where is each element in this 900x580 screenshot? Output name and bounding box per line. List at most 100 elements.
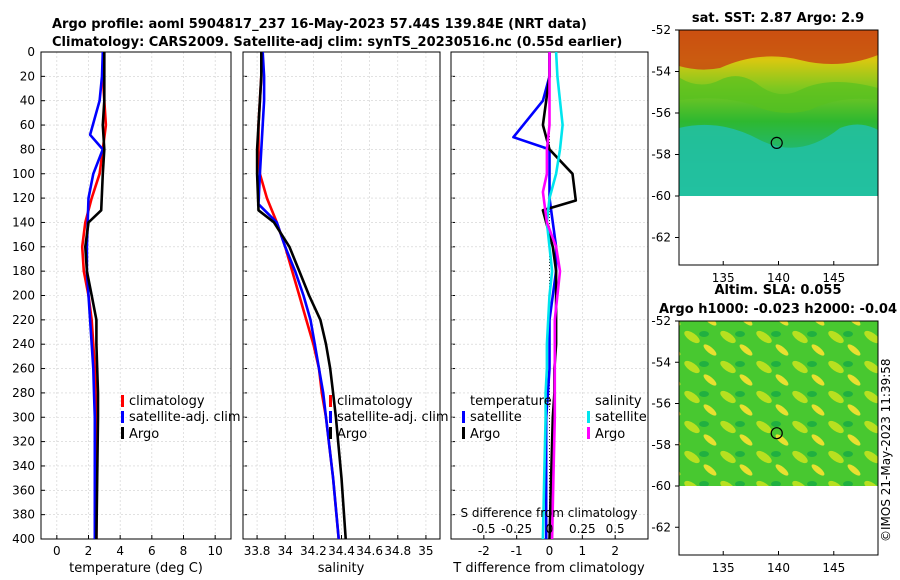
lon-tick-label: 135	[712, 561, 735, 575]
series-line-climatology	[257, 52, 340, 539]
legend-swatch-temp-satellite	[462, 411, 465, 423]
imos-timestamp: ©IMOS 21-May-2023 11:39:58	[879, 358, 893, 542]
salinity-x-label: salinity	[318, 561, 365, 576]
lon-tick-label: 140	[767, 271, 790, 285]
difference-legend: temperature satellite Argo salinity sate…	[462, 394, 647, 442]
x-tick-label: 34.8	[384, 544, 411, 558]
sst-map-title: sat. SST: 2.87 Argo: 2.9	[692, 11, 864, 26]
y-tick-label: 100	[12, 167, 35, 181]
lat-tick-label: -60	[651, 479, 671, 493]
argo-float-marker	[770, 427, 783, 440]
difference-x-label: T difference from climatology	[452, 561, 645, 576]
lat-tick-label: -52	[651, 23, 671, 37]
sst-cool-patch	[679, 124, 878, 196]
legend-swatch-satellite	[329, 411, 332, 423]
series-line-argo	[84, 52, 106, 539]
y-tick-label: 200	[12, 289, 35, 303]
legend-temp-satellite: satellite	[470, 410, 522, 425]
lat-tick-label: -56	[651, 106, 671, 120]
legend-swatch-satellite	[121, 411, 124, 423]
x-tick-label: 10	[208, 544, 223, 558]
series-line-satellite-adj-clim	[257, 52, 340, 539]
x-tick-label: 0	[546, 544, 554, 558]
y-tick-label: 220	[12, 313, 35, 327]
legend-argo: Argo	[337, 427, 367, 442]
legend-climatology: climatology	[129, 394, 205, 409]
argo-float-marker	[770, 136, 783, 149]
temperature-series	[80, 52, 108, 539]
y-tick-label: 380	[12, 508, 35, 522]
y-tick-label: 0	[27, 45, 35, 59]
temperature-x-label: temperature (deg C)	[69, 561, 203, 576]
y-tick-label: 300	[12, 410, 35, 424]
sst-map: sat. SST: 2.87 Argo: 2.9 -52 -54 -56 -58 -60…	[651, 11, 879, 285]
x-tick-label: 4	[116, 544, 124, 558]
x-tick-label: 8	[180, 544, 188, 558]
legend-swatch-argo	[329, 427, 332, 439]
lat-tick-label: -58	[651, 148, 671, 162]
legend-argo: Argo	[129, 427, 159, 442]
y-tick-label: 20	[20, 69, 35, 83]
x-tick-label: 6	[148, 544, 156, 558]
x-tick-label: 2	[85, 544, 93, 558]
sst-mid-patch	[680, 76, 878, 113]
salinity-panel: 33.8 34 34.2 34.4 34.6 34.8 35 salinity climat…	[242, 51, 449, 576]
legend-climatology: climatology	[337, 394, 413, 409]
lat-tick-label: -54	[651, 65, 671, 79]
legend-swatch-sal-satellite	[587, 411, 590, 423]
sla-heatmap	[679, 321, 878, 486]
y-tick-label: 140	[12, 215, 35, 229]
x-tick-label: 34.2	[300, 544, 327, 558]
legend-satellite: satellite-adj. clim	[129, 410, 241, 425]
legend-sal-argo: Argo	[595, 427, 625, 442]
y-tick-label: 360	[12, 483, 35, 497]
legend-title-temperature: temperature	[470, 394, 552, 409]
y-tick-label: 340	[12, 459, 35, 473]
temperature-grid	[41, 51, 231, 540]
x-tick-label: -1	[511, 544, 523, 558]
y-tick-label: 320	[12, 435, 35, 449]
series-line-salinity-satellite	[541, 52, 564, 539]
x-tick-label: -2	[478, 544, 490, 558]
salinity-grid	[243, 51, 440, 540]
sst-map-axes: -52 -54 -56 -58 -60 -62 135 140 145	[651, 23, 845, 285]
depth-axis: 0 20 40 60 80 100 120 140 160 180 200 220 240 260 280 3…	[12, 45, 455, 546]
legend-temp-argo: Argo	[470, 427, 500, 442]
difference-panel: -2 -1 0 1 2 T difference from climatology S …	[450, 51, 649, 576]
y-tick-label: 240	[12, 337, 35, 351]
salinity-diff-ticks: -0.5 -0.25 0 0.25 0.5	[472, 522, 625, 536]
sla-map: Altim. SLA: 0.055 Argo h1000: -0.023 h20…	[651, 283, 897, 575]
x-tick-label: 1	[579, 544, 587, 558]
y-tick-label: 40	[20, 94, 35, 108]
y-tick-label: 80	[20, 142, 35, 156]
lon-tick-label: 140	[767, 561, 790, 575]
lon-tick-label: 135	[712, 271, 735, 285]
lat-tick-label: -58	[651, 438, 671, 452]
legend-swatch-argo	[121, 427, 124, 439]
lat-tick-label: -56	[651, 397, 671, 411]
x-tick-label: 35	[418, 544, 433, 558]
series-line-climatology	[80, 52, 108, 539]
legend-title-salinity: salinity	[595, 394, 642, 409]
salinity-diff-axis-label: S difference from climatology	[461, 506, 638, 520]
sst-nodata	[679, 196, 878, 265]
y-tick-label: 120	[12, 191, 35, 205]
y-tick-label: 180	[12, 264, 35, 278]
lat-tick-label: -60	[651, 189, 671, 203]
figure-title-line1: Argo profile: aoml 5904817_237 16-May-20…	[52, 17, 587, 32]
legend-swatch-climatology	[329, 395, 332, 407]
series-line-argo	[255, 52, 347, 539]
x-tick-label: 34	[278, 544, 293, 558]
lon-tick-label: 145	[822, 271, 845, 285]
y-tick-label: 260	[12, 362, 35, 376]
x-tick-label: 34.6	[356, 544, 383, 558]
sla-map-title: Altim. SLA: 0.055	[715, 283, 842, 298]
sla-map-axes: -52 -54 -56 -58 -60 -62 135 140 145	[651, 314, 845, 575]
legend-swatch-temp-argo	[462, 427, 465, 439]
legend-swatch-climatology	[121, 395, 124, 407]
top-tick-label: 0.5	[606, 522, 625, 536]
legend-sal-satellite: satellite	[595, 410, 647, 425]
sst-warm-patch	[679, 30, 878, 70]
top-tick-label: -0.5	[472, 522, 495, 536]
x-tick-label: 0	[53, 544, 61, 558]
